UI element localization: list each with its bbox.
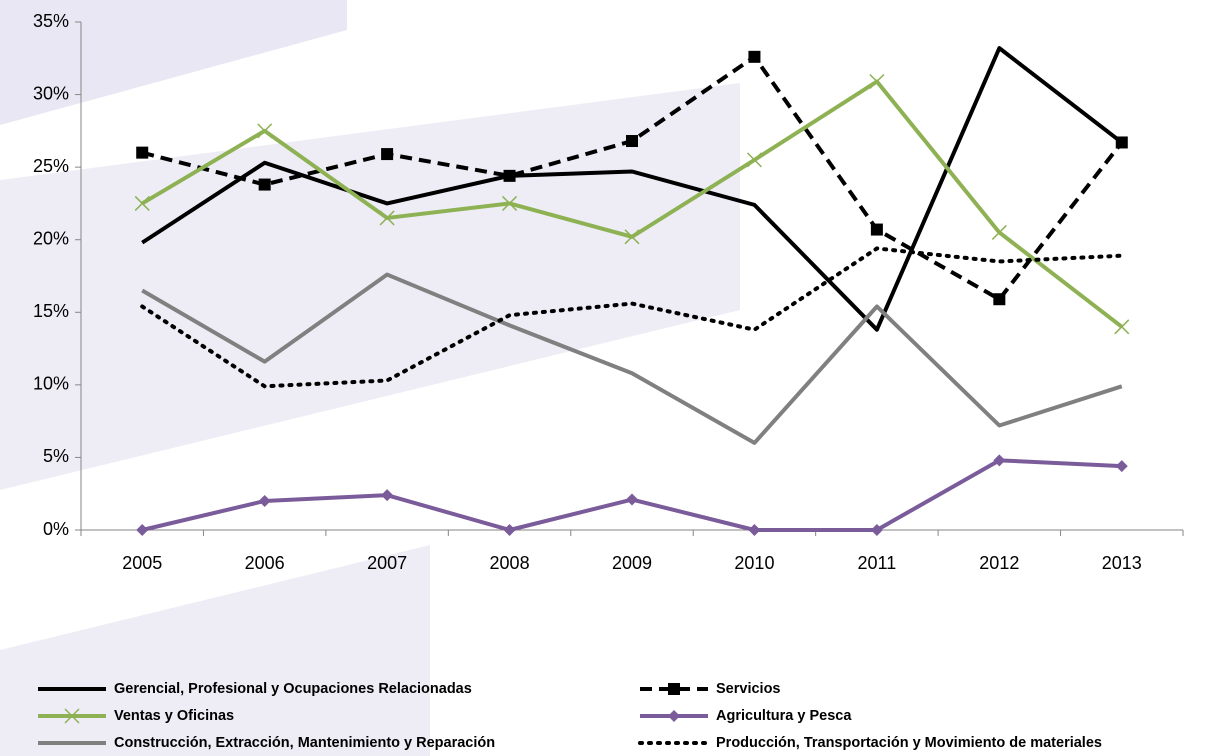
marker [503, 524, 516, 536]
marker [870, 223, 883, 236]
background-shape [0, 545, 430, 756]
legend-label: Ventas y Oficinas [114, 708, 234, 724]
background-shape [0, 0, 347, 125]
y-tick-label: 10% [33, 374, 69, 394]
y-tick-label: 35% [33, 11, 69, 31]
marker [503, 169, 516, 182]
marker [379, 210, 395, 226]
legend-label: Producción, Transportación y Movimiento … [716, 735, 1102, 751]
marker [136, 146, 149, 159]
marker [1115, 460, 1128, 473]
marker [748, 524, 761, 536]
marker [668, 710, 680, 722]
marker [258, 178, 271, 191]
marker [136, 524, 149, 536]
marker [993, 293, 1006, 306]
marker [870, 524, 883, 536]
x-tick-label: 2012 [979, 553, 1019, 573]
series-line [141, 272, 1123, 445]
marker [257, 123, 273, 139]
marker [748, 50, 761, 63]
series-line [140, 246, 1124, 389]
marker [1115, 136, 1128, 149]
legend-label: Construcción, Extracción, Mantenimiento … [114, 735, 495, 751]
legend-label: Gerencial, Profesional y Ocupaciones Rel… [114, 681, 472, 697]
y-tick-label: 30% [33, 83, 69, 103]
marker [626, 135, 638, 148]
x-tick-label: 2006 [245, 553, 285, 573]
marker [624, 229, 640, 245]
y-tick-label: 15% [33, 301, 69, 321]
marker [381, 489, 394, 502]
y-tick-label: 0% [43, 519, 69, 539]
x-tick-label: 2009 [612, 553, 652, 573]
x-tick-label: 2010 [734, 553, 774, 573]
marker [64, 708, 80, 724]
y-tick-label: 5% [43, 446, 69, 466]
legend-label: Agricultura y Pesca [716, 708, 852, 724]
marker [502, 195, 518, 211]
x-tick-label: 2005 [122, 553, 162, 573]
legend-label: Servicios [716, 681, 781, 697]
series-line [141, 46, 1124, 332]
marker [746, 152, 762, 168]
marker [991, 224, 1007, 240]
marker [626, 493, 638, 506]
marker [381, 148, 394, 161]
x-tick-label: 2013 [1102, 553, 1142, 573]
marker [134, 195, 150, 211]
marker [993, 454, 1006, 467]
y-tick-label: 25% [33, 156, 69, 176]
marker [668, 683, 680, 695]
y-tick-label: 20% [33, 228, 69, 248]
marker [1114, 319, 1130, 335]
x-tick-label: 2008 [490, 553, 530, 573]
x-tick-label: 2007 [367, 553, 407, 573]
marker [869, 73, 885, 90]
x-tick-label: 2011 [858, 553, 897, 573]
marker [258, 494, 271, 507]
